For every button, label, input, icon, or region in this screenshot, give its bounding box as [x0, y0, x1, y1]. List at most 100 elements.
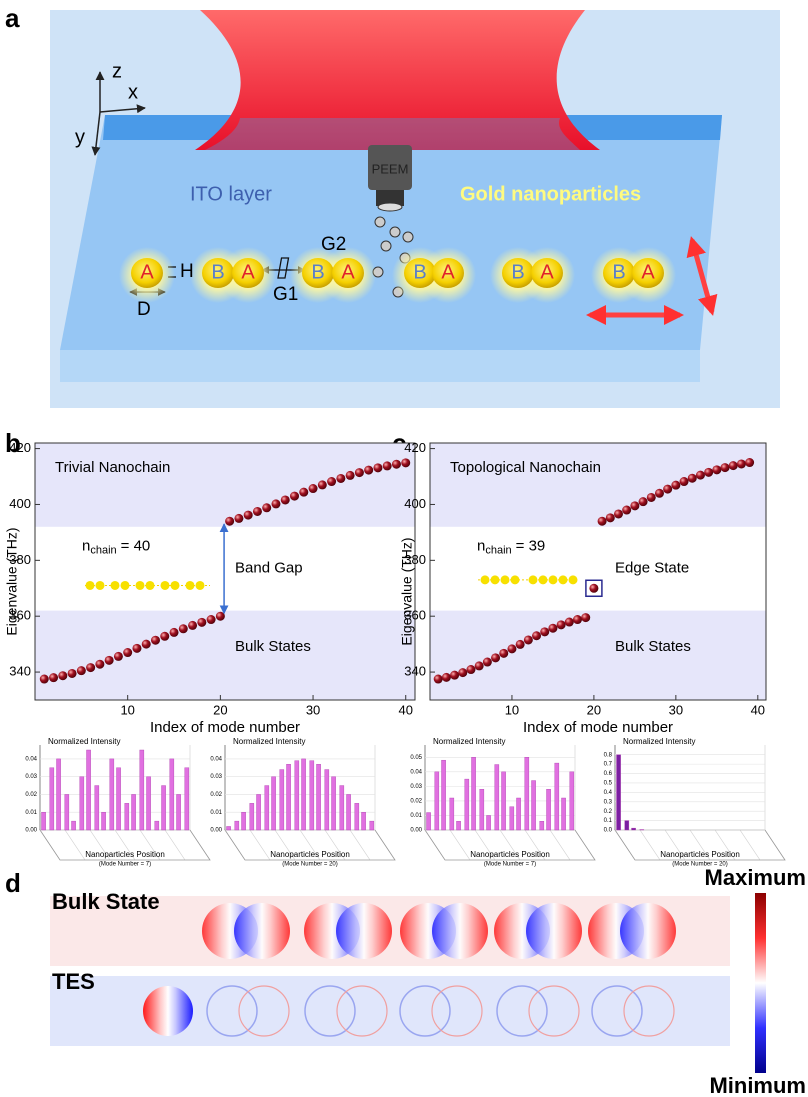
floor-grid — [299, 829, 321, 861]
substrate-label: ITO layer — [190, 183, 272, 205]
intensity-bar — [279, 769, 285, 831]
mode-point — [197, 617, 207, 627]
floor-grid — [714, 829, 736, 861]
mode-point — [474, 661, 484, 671]
inset-x-label: Nanoparticles Position — [660, 850, 740, 859]
intensity-bar — [539, 821, 545, 831]
intensity-bar — [624, 820, 630, 831]
chart-annotation: Bulk States — [235, 638, 311, 655]
y-tick-label: 0.7 — [604, 762, 613, 768]
inset-x-label: Nanoparticles Position — [85, 850, 165, 859]
mode-point — [499, 648, 509, 658]
mode-point — [160, 631, 170, 641]
n-chain-rest: = 39 — [516, 537, 546, 554]
floor-grid — [164, 829, 186, 861]
mode-point — [354, 468, 364, 478]
mode-point — [132, 643, 142, 653]
mode-point — [141, 639, 151, 649]
intensity-bar — [301, 758, 306, 831]
intensity-bar — [79, 776, 85, 831]
intensity-bar — [449, 797, 455, 831]
beam-shadow — [205, 118, 580, 150]
nanoparticle — [131, 258, 163, 288]
intensity-bar — [346, 794, 351, 831]
dipole — [620, 903, 676, 959]
chain-dot — [120, 580, 130, 590]
intensity-bar — [426, 812, 431, 831]
intensity-bar — [116, 767, 121, 831]
intensity-bar — [176, 794, 181, 831]
edge-box — [585, 579, 603, 598]
mode-point — [169, 627, 179, 637]
mode-point — [382, 461, 392, 471]
schematic — [50, 10, 780, 408]
dim-h: H — [180, 261, 194, 282]
particle-letter: A — [441, 261, 455, 283]
mode-point — [433, 674, 443, 684]
n-chain-base: n — [82, 537, 90, 554]
chart-annotation: Bulk States — [615, 638, 691, 655]
mode-point — [336, 473, 346, 483]
plot-frame — [429, 442, 767, 701]
mode-point — [466, 665, 476, 675]
colorbar — [755, 893, 766, 1073]
mode-point — [548, 623, 558, 633]
nanoparticle — [603, 258, 635, 288]
intensity-bar — [256, 794, 261, 831]
intensity-bar — [316, 764, 321, 831]
y-tick-label: 0.02 — [410, 798, 422, 804]
intensity-bar — [509, 806, 515, 831]
mode-point — [646, 492, 656, 502]
floor-grid — [549, 829, 571, 861]
mode-point — [654, 488, 664, 498]
inset-x-label: Nanoparticles Position — [470, 850, 550, 859]
chain-dot — [548, 575, 558, 585]
intensity-bar — [501, 771, 506, 831]
y-tick-label: 0.4 — [604, 790, 613, 796]
mode-point — [441, 672, 451, 682]
intensity-bar — [561, 797, 566, 831]
x-axis-label: Index of mode number — [523, 719, 673, 736]
intensity-bar — [101, 812, 106, 831]
peem-lens — [376, 190, 404, 206]
y-tick-label: 380 — [404, 552, 426, 567]
chain-dot — [185, 580, 195, 590]
y-tick-label: 0.05 — [410, 755, 422, 761]
peem-aperture — [377, 202, 403, 212]
intensity-bar — [441, 759, 446, 831]
x-tick-label: 10 — [120, 702, 134, 717]
y-tick-label: 0.1 — [604, 818, 613, 824]
inset-x-label: Nanoparticles Position — [270, 850, 350, 859]
scale-max: Maximum — [705, 865, 806, 890]
intensity-bar — [169, 758, 175, 831]
chart-annotation: Edge State — [615, 560, 689, 577]
particle-letter: A — [341, 261, 355, 283]
dim-g2: G2 — [321, 234, 346, 255]
y-tick-label: 400 — [404, 496, 426, 511]
mode-point — [252, 506, 262, 516]
mode-point — [243, 510, 253, 520]
floor-grid — [89, 829, 111, 861]
x-tick-label: 40 — [398, 702, 412, 717]
mode-point — [458, 668, 468, 678]
floor-grid — [499, 829, 521, 861]
slab-front — [60, 350, 700, 382]
weak-dipole — [528, 985, 580, 1037]
mode-point — [262, 503, 272, 513]
particle-letter: A — [641, 261, 655, 283]
intensity-bar — [516, 797, 521, 831]
y-tick-label: 0.03 — [210, 774, 222, 780]
mode-point — [345, 470, 355, 480]
chain-dot — [95, 580, 105, 590]
intensity-bar — [531, 780, 536, 831]
chart-annotation: Trivial Nanochain — [55, 459, 170, 476]
weak-dipole — [336, 985, 388, 1037]
y-tick-label: 340 — [404, 664, 426, 679]
mode-point — [234, 513, 244, 523]
intensity-bar — [161, 785, 166, 831]
mode-point — [391, 459, 401, 469]
mode-point — [720, 463, 730, 473]
intensity-bar — [324, 769, 330, 831]
weak-dipole — [399, 985, 451, 1037]
chain-dot — [490, 575, 500, 585]
